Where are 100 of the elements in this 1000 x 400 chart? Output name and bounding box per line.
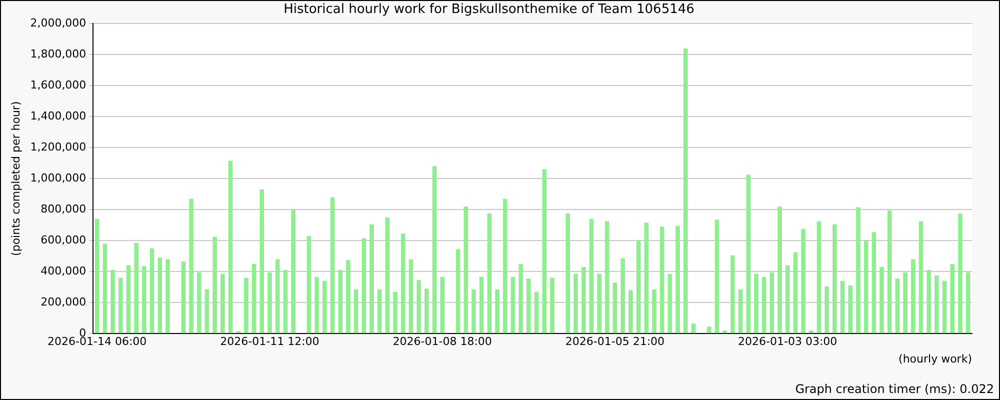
bar [260, 189, 264, 334]
y-tick-label: 200,000 [40, 295, 86, 308]
x-tick-label: 2026-01-11 12:00 [220, 335, 320, 348]
bar [903, 272, 908, 334]
bar [212, 236, 217, 334]
bar [424, 288, 429, 334]
bar [495, 289, 500, 334]
bar [628, 290, 633, 334]
bar [400, 234, 406, 334]
bar [479, 277, 484, 334]
bar [730, 255, 735, 334]
bar [526, 278, 531, 334]
bar [966, 272, 970, 334]
bar [518, 264, 523, 334]
bar [283, 270, 288, 334]
bar [856, 207, 860, 334]
bar [926, 270, 931, 334]
bar [126, 265, 131, 334]
y-tick-label: 1,800,000 [30, 47, 86, 60]
bar [887, 210, 892, 334]
bar [722, 330, 727, 334]
bar [778, 206, 782, 334]
bar [644, 222, 649, 334]
bar [189, 198, 194, 334]
bar [785, 265, 790, 334]
bar [574, 274, 578, 334]
bar [612, 282, 618, 334]
bar [275, 259, 280, 334]
bar [801, 228, 806, 334]
bar [220, 274, 225, 334]
bar [118, 278, 123, 334]
bar [918, 221, 924, 334]
bar [370, 224, 374, 334]
bar [354, 289, 358, 334]
bar [958, 213, 962, 334]
bar [346, 260, 350, 334]
bar [456, 249, 460, 334]
y-tick-label: 1,600,000 [30, 78, 86, 92]
bar [228, 160, 233, 334]
bar [94, 218, 100, 334]
bar [110, 270, 115, 334]
bar [793, 252, 798, 334]
bar [691, 324, 696, 334]
bar [597, 274, 602, 334]
bar [322, 280, 327, 334]
bar [150, 248, 154, 334]
bar [440, 277, 445, 334]
bar [510, 277, 516, 334]
y-tick-label: 1,000,000 [30, 171, 86, 184]
bar [636, 240, 641, 334]
bar [393, 292, 398, 334]
bar [864, 240, 868, 334]
bar [566, 213, 570, 334]
bar [714, 220, 720, 334]
bar [166, 259, 170, 334]
bar [668, 274, 672, 334]
bar [464, 206, 468, 334]
bar [268, 272, 272, 334]
bar [102, 244, 108, 334]
bar [550, 278, 554, 334]
bar [816, 221, 822, 334]
text: Graph creation timer (ms): 0.022 [795, 382, 994, 396]
y-tick-label: 600,000 [40, 233, 86, 246]
y-axis-title: (points completed per hour) [9, 101, 22, 256]
bar [158, 258, 162, 334]
bar [181, 262, 186, 334]
bar [291, 210, 296, 334]
bar [581, 266, 586, 334]
bar [408, 259, 414, 334]
bar [330, 197, 335, 334]
bar [770, 272, 774, 334]
bar [754, 274, 758, 334]
bar [142, 266, 146, 334]
bar [338, 270, 343, 334]
bar [534, 292, 539, 334]
y-tick-label: 1,400,000 [30, 109, 86, 122]
bar [934, 275, 939, 334]
x-tick-label: 2026-01-05 21:00 [565, 335, 665, 348]
bar [416, 280, 421, 334]
bar [542, 169, 547, 334]
bar [808, 330, 814, 334]
bar [880, 266, 884, 334]
bar [252, 264, 256, 334]
bar [706, 326, 712, 334]
y-tick-label: 2,000,000 [30, 16, 86, 30]
bar [472, 289, 476, 334]
x-tick-label: 2026-01-14 06:00 [48, 335, 147, 348]
bar [204, 289, 210, 334]
bar [683, 48, 688, 334]
bar [196, 272, 202, 334]
y-tick-label: 1,200,000 [30, 140, 86, 154]
bar [676, 226, 680, 334]
bar [950, 264, 955, 334]
bar [244, 278, 248, 334]
chart-title: Historical hourly work for Bigskullsonthemike of Team 1065146 [284, 2, 694, 18]
bar [872, 232, 876, 334]
bar [604, 221, 610, 334]
y-tick-label: 800,000 [40, 202, 86, 216]
bar [377, 289, 382, 334]
bar [848, 286, 853, 334]
